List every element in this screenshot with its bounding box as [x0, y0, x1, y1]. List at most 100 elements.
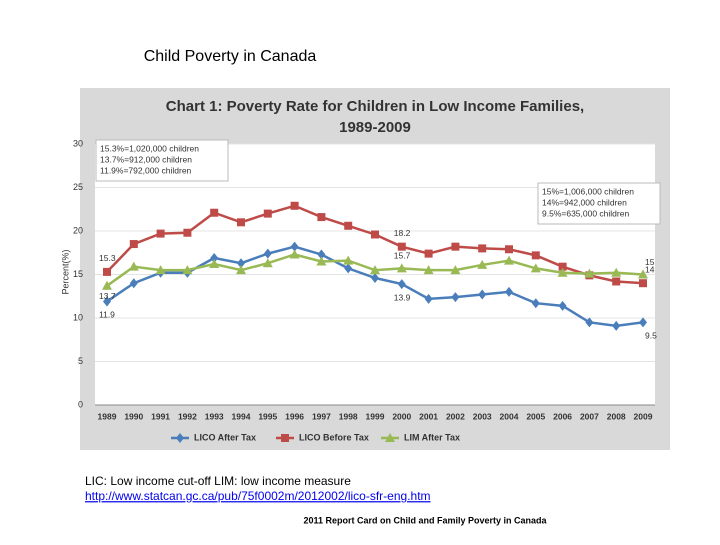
annotation-text: 13.7%=912,000 children: [100, 154, 192, 164]
marker: [263, 209, 272, 218]
marker: [343, 255, 354, 265]
marker: [237, 218, 245, 227]
marker: [397, 279, 406, 290]
legend-label: LICO After Tax: [194, 432, 256, 442]
x-tick-label: 2000: [392, 411, 411, 421]
value-label: 15.7: [394, 251, 411, 261]
value-label: 11.9: [99, 310, 115, 320]
marker: [504, 255, 514, 265]
x-tick-label: 1989: [98, 411, 117, 421]
value-label: 14: [645, 264, 655, 274]
marker: [182, 265, 193, 275]
marker: [638, 269, 648, 279]
marker: [237, 258, 245, 269]
x-tick-label: 2005: [526, 411, 545, 421]
marker: [584, 268, 595, 278]
x-tick-label: 2002: [446, 411, 465, 421]
y-tick-label: 30: [73, 138, 83, 148]
marker: [612, 320, 621, 331]
marker: [558, 262, 567, 271]
marker: [451, 242, 460, 251]
value-label: 13.9: [394, 292, 411, 302]
y-tick-label: 10: [73, 312, 83, 322]
marker: [209, 259, 220, 269]
marker: [183, 228, 192, 237]
value-label: 18.2: [394, 228, 411, 238]
x-tick-label: 1999: [366, 411, 385, 421]
x-tick-label: 2009: [634, 411, 653, 421]
x-tick-label: 1990: [124, 411, 143, 421]
marker: [558, 300, 567, 311]
x-tick-label: 1996: [285, 411, 304, 421]
value-label: 15.3: [99, 253, 116, 263]
chart-title: Chart 1: Poverty Rate for Children in Lo…: [166, 98, 584, 115]
marker: [477, 259, 488, 269]
marker: [371, 230, 379, 239]
marker: [102, 280, 112, 290]
annotation-box: [95, 139, 229, 182]
note: LIC: Low income cut-off LIM: low income …: [85, 474, 351, 488]
marker: [371, 272, 379, 283]
marker: [424, 249, 433, 258]
annotation-box: [537, 182, 661, 225]
marker: [478, 244, 487, 253]
marker: [505, 286, 513, 297]
marker: [129, 278, 138, 289]
x-tick-label: 2008: [607, 411, 626, 421]
marker: [210, 252, 219, 263]
x-tick-label: 1992: [178, 411, 197, 421]
marker: [396, 263, 407, 273]
marker: [263, 248, 272, 259]
annotation-text: 11.9%=792,000 children: [100, 165, 192, 175]
marker: [451, 292, 460, 303]
marker: [317, 213, 326, 222]
marker: [316, 256, 327, 266]
marker: [128, 261, 139, 271]
marker: [370, 265, 380, 275]
marker: [290, 241, 299, 252]
marker: [612, 277, 621, 286]
y-tick-label: 0: [78, 399, 83, 409]
marker: [344, 263, 353, 274]
legend-label: LICO Before Tax: [299, 432, 369, 442]
value-label: 9.5: [645, 331, 657, 341]
x-tick-label: 2001: [419, 411, 438, 421]
x-tick-label: 1994: [232, 411, 251, 421]
chart-title: 1989-2009: [339, 119, 411, 136]
marker: [289, 249, 300, 259]
marker: [424, 293, 433, 304]
x-tick-label: 1991: [151, 411, 170, 421]
y-tick-label: 20: [73, 225, 83, 235]
x-tick-label: 2003: [473, 411, 492, 421]
marker: [639, 279, 647, 288]
marker: [639, 317, 647, 328]
annotation-text: 15%=1,006,000 children: [542, 186, 634, 196]
annotation-text: 15.3%=1,020,000 children: [100, 143, 199, 153]
marker: [103, 296, 111, 307]
marker: [531, 298, 540, 309]
value-label: 15: [645, 257, 655, 267]
marker: [530, 263, 541, 273]
legend-label: LIM After Tax: [404, 432, 460, 442]
marker: [103, 267, 111, 276]
marker: [478, 289, 487, 300]
y-axis-label: Percent(%): [60, 249, 70, 294]
x-tick-label: 2004: [500, 411, 519, 421]
marker: [585, 317, 594, 328]
annotation-text: 9.5%=635,000 children: [542, 208, 629, 218]
marker: [557, 267, 568, 277]
marker: [423, 265, 434, 275]
marker: [505, 245, 513, 254]
x-tick-label: 1995: [258, 411, 277, 421]
y-tick-label: 15: [73, 269, 83, 279]
marker: [155, 265, 166, 275]
value-label: 13.7: [99, 291, 116, 301]
y-tick-label: 25: [73, 182, 83, 192]
x-tick-label: 2006: [553, 411, 572, 421]
slide-heading: Child Poverty in Canada: [144, 48, 317, 65]
link[interactable]: http://www.statcan.gc.ca/pub/75f0002m/20…: [85, 489, 431, 503]
marker: [210, 208, 219, 217]
marker: [129, 240, 138, 249]
